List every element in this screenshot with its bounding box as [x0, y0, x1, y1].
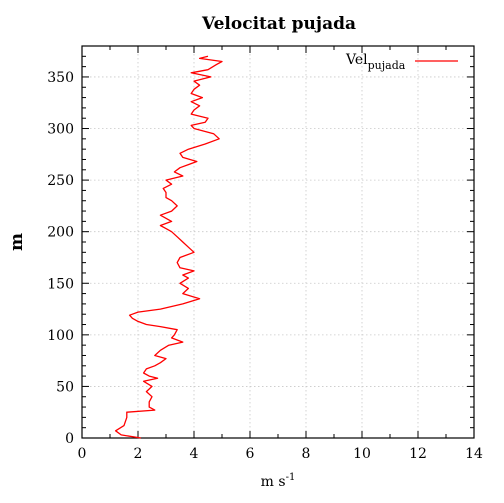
- y-tick-label: 250: [47, 173, 74, 189]
- x-axis-label-superscript: -1: [286, 472, 296, 483]
- y-tick-label: 200: [47, 225, 74, 241]
- chart-title: Velocitat pujada: [201, 14, 356, 34]
- y-tick-label: 50: [56, 379, 74, 395]
- y-tick-label: 300: [47, 122, 74, 138]
- axis-ticks: [81, 46, 475, 439]
- y-axis-label: m: [7, 233, 27, 251]
- y-tick-label: 100: [47, 328, 74, 344]
- x-tick-label: 4: [190, 446, 199, 462]
- x-tick-label: 8: [302, 446, 311, 462]
- x-axis-label-main: m s: [261, 474, 286, 490]
- x-axis-label: m s-1: [261, 472, 296, 490]
- legend-label-subscript: pujada: [368, 59, 406, 72]
- x-tick-label: 2: [134, 446, 143, 462]
- y-tick-label: 350: [47, 70, 74, 86]
- x-tick-label: 14: [465, 446, 483, 462]
- x-tick-label: 6: [246, 446, 255, 462]
- y-tick-label: 150: [47, 276, 74, 292]
- series-line-vel-pujada: [114, 55, 223, 439]
- legend-label: Velpujada: [345, 52, 406, 72]
- x-tick-label: 0: [78, 446, 87, 462]
- axis-tick-labels: 0 2 4 6 8 10 12 14 0 50 100 150 200 250 300 350: [47, 70, 483, 462]
- x-tick-label: 12: [409, 446, 427, 462]
- grid: [82, 46, 474, 438]
- legend-label-main: Vel: [345, 52, 368, 68]
- plot-frame: [81, 45, 475, 439]
- x-tick-label: 10: [353, 446, 371, 462]
- y-tick-label: 0: [65, 431, 74, 447]
- legend: Velpujada: [345, 52, 458, 72]
